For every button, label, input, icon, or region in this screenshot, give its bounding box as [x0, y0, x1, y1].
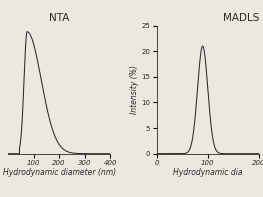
X-axis label: Hydrodynamic dia: Hydrodynamic dia [173, 168, 242, 177]
Text: MADLS: MADLS [223, 13, 259, 23]
Y-axis label: Intensity (%): Intensity (%) [129, 65, 139, 114]
Title: NTA: NTA [49, 13, 69, 23]
X-axis label: Hydrodynamic diameter (nm): Hydrodynamic diameter (nm) [3, 168, 116, 177]
